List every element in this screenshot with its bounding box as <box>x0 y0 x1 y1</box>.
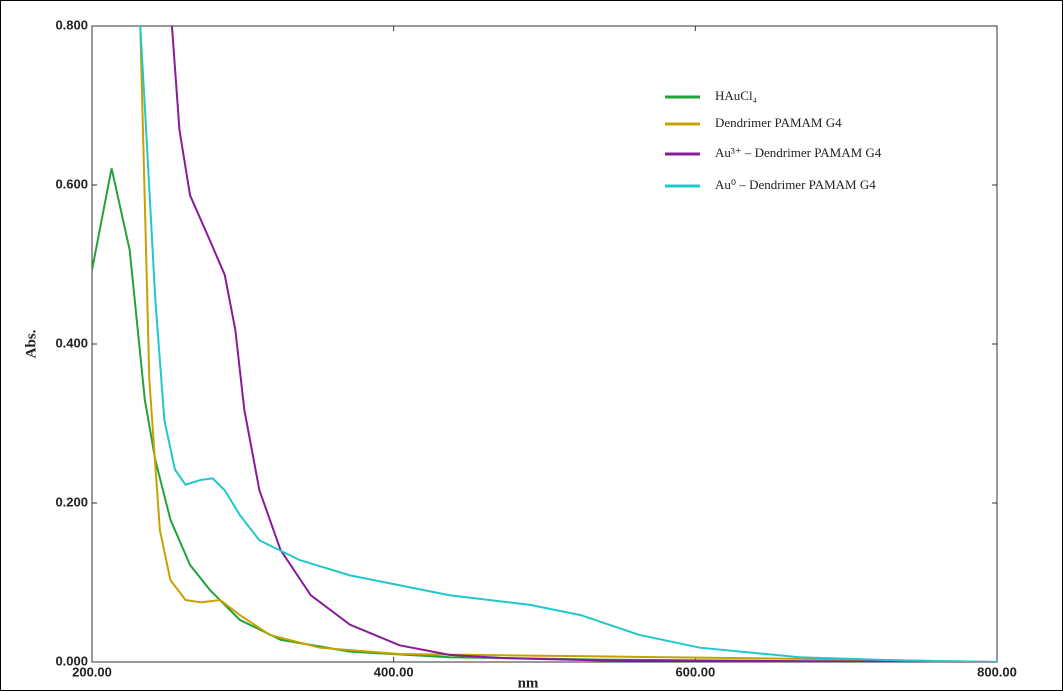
y-tick-label: 0.400 <box>55 335 88 350</box>
x-tick-label: 400.00 <box>374 664 414 679</box>
y-axis-label: Abs. <box>23 329 39 358</box>
legend-label: Dendrimer PAMAM G4 <box>715 115 842 130</box>
line-series <box>172 26 997 662</box>
y-tick-label: 0.600 <box>55 176 88 191</box>
y-tick-label: 0.200 <box>55 494 88 509</box>
legend-label: Au³⁺ – Dendrimer PAMAM G4 <box>715 145 882 160</box>
x-tick-label: 600.00 <box>675 664 715 679</box>
x-tick-label: 200.00 <box>72 664 112 679</box>
legend-label: Au⁰ – Dendrimer PAMAM G4 <box>715 177 876 192</box>
chart: Abs. nm 0.0000.2000.4000.6000.800200.004… <box>0 0 1063 691</box>
x-axis-label: nm <box>518 675 539 691</box>
y-tick-label: 0.800 <box>55 17 88 32</box>
x-tick-label: 800.00 <box>977 664 1017 679</box>
line-series <box>92 168 997 662</box>
legend-label: HAuCl₄ <box>715 88 758 103</box>
line-series <box>140 26 997 662</box>
plot-frame <box>92 26 997 662</box>
line-series <box>140 26 997 662</box>
outer-frame <box>1 1 1063 691</box>
